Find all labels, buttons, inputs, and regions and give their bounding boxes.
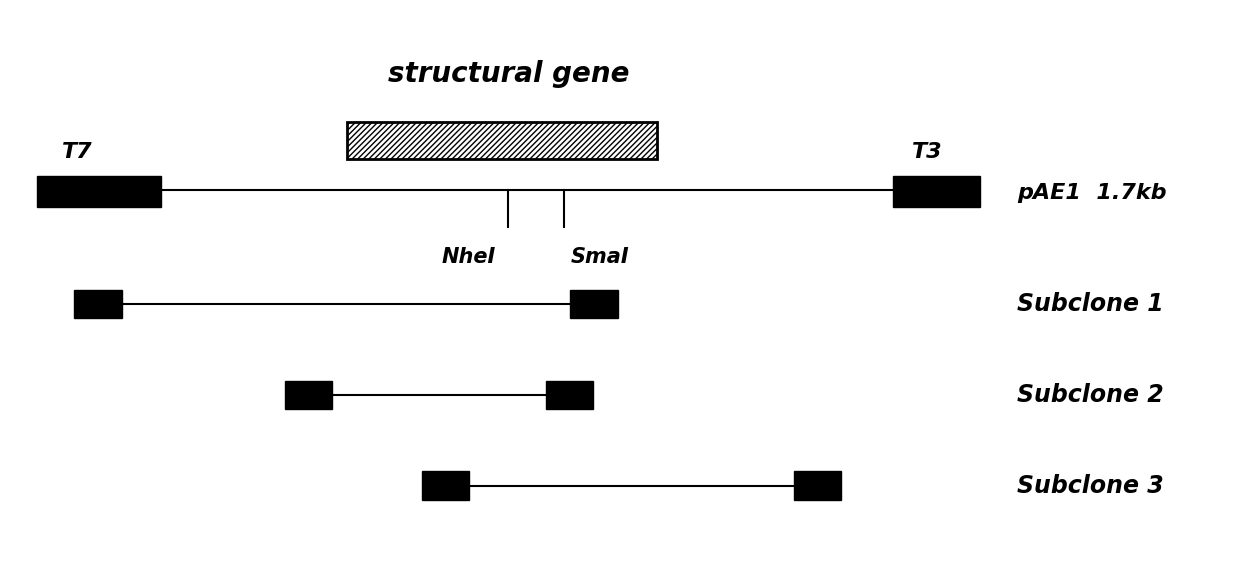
Text: SmaI: SmaI [570, 247, 629, 267]
Text: T3: T3 [913, 142, 942, 162]
Bar [347, 122, 657, 159]
Bar [74, 290, 122, 318]
Bar [285, 381, 332, 409]
Bar [546, 381, 593, 409]
Bar [570, 290, 618, 318]
Bar [794, 471, 841, 500]
Bar [422, 471, 469, 500]
Text: pAE1  1.7kb: pAE1 1.7kb [1017, 183, 1167, 203]
Text: NheI: NheI [441, 247, 496, 267]
Bar [893, 176, 980, 207]
Text: Subclone 1: Subclone 1 [1017, 292, 1163, 316]
Text: structural gene: structural gene [388, 60, 629, 88]
Bar [37, 176, 161, 207]
Text: Subclone 2: Subclone 2 [1017, 383, 1163, 407]
Text: Subclone 3: Subclone 3 [1017, 474, 1163, 498]
Text: T7: T7 [62, 142, 93, 162]
